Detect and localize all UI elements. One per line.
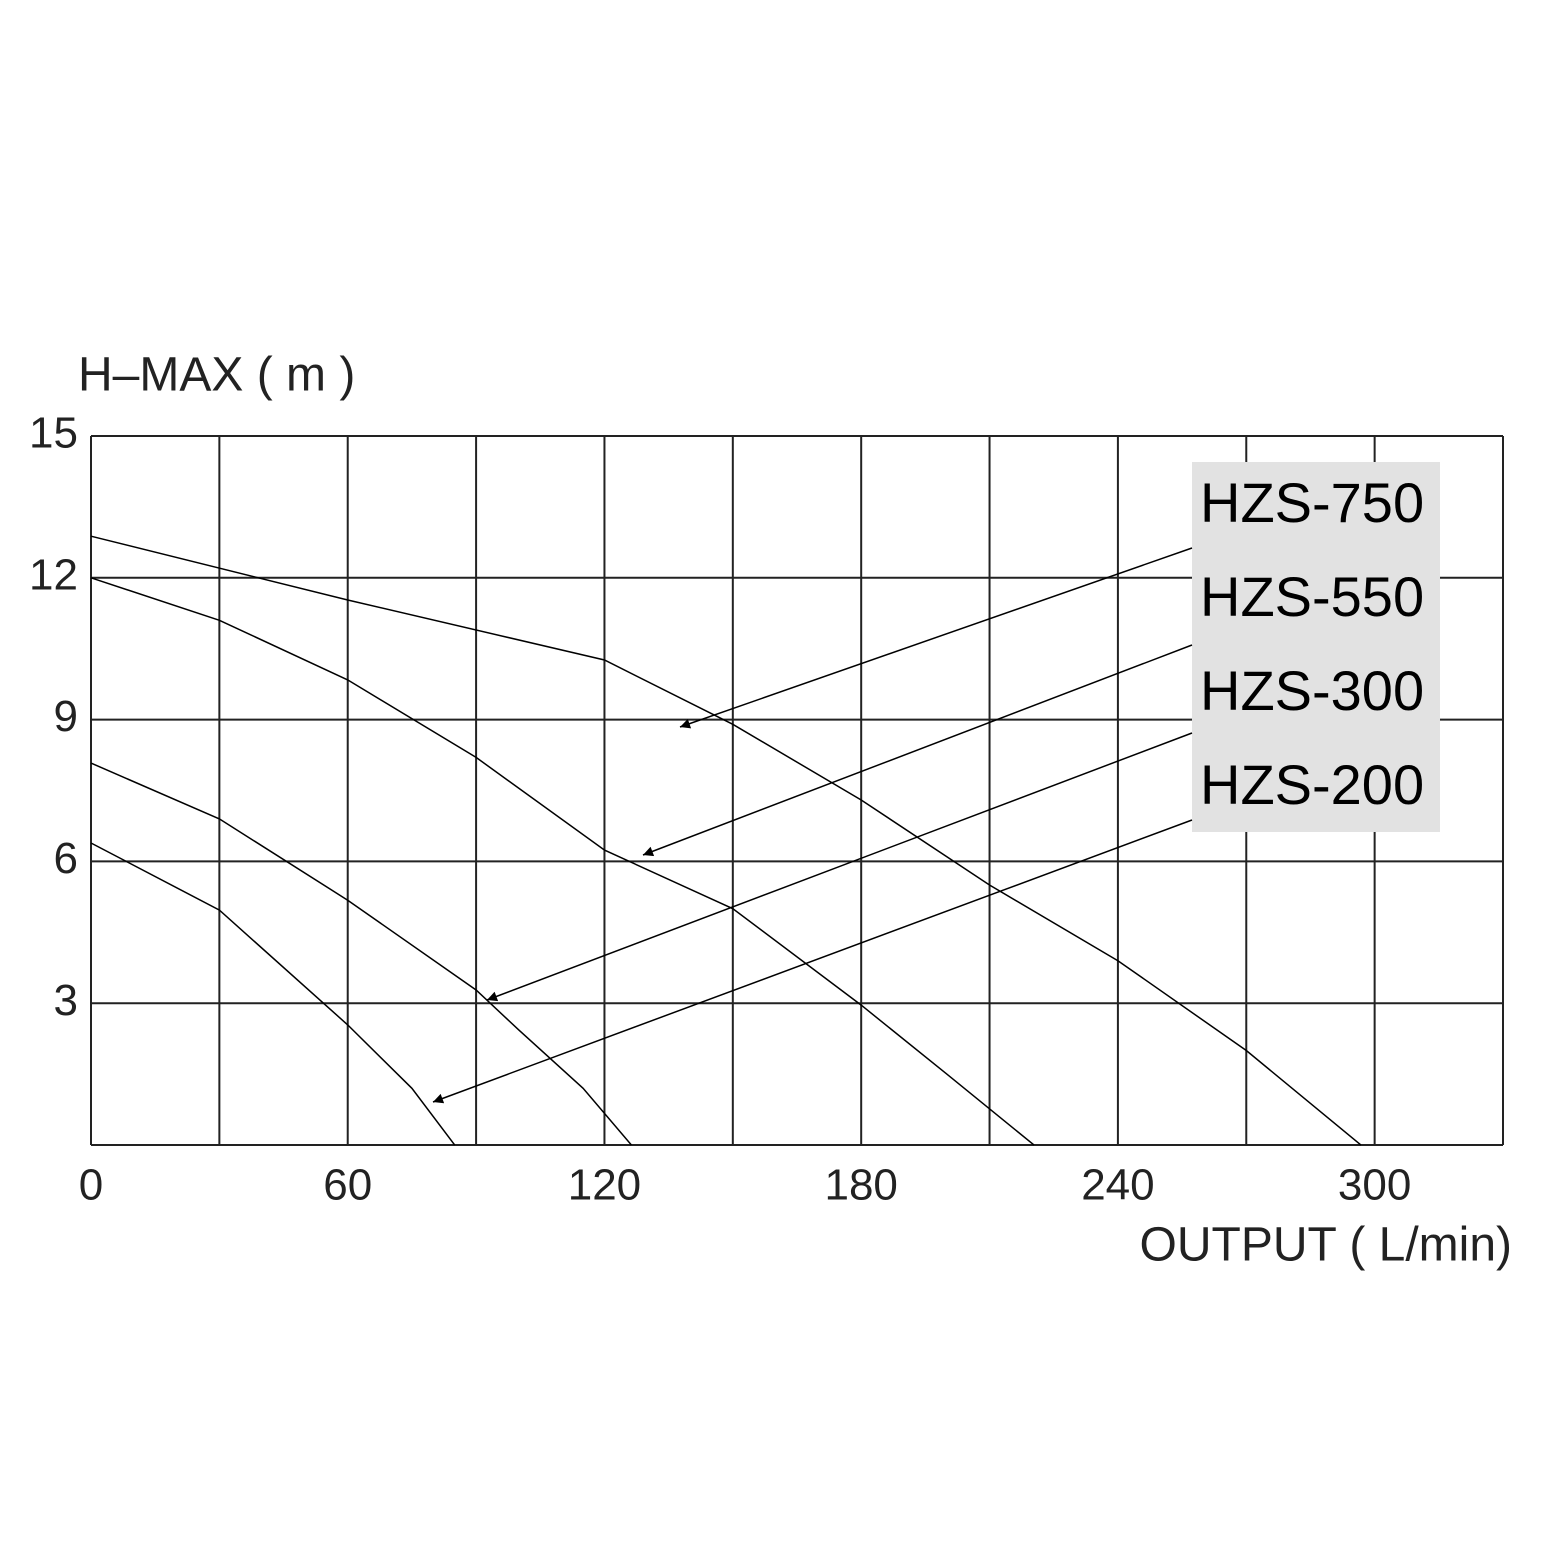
- legend-label: HZS-300: [1200, 659, 1424, 722]
- legend-label: HZS-200: [1200, 753, 1424, 816]
- arrow: [432, 819, 1193, 1104]
- legend-label: HZS-550: [1200, 565, 1424, 628]
- x-tick-label: 0: [79, 1161, 103, 1210]
- y-axis-title: H–MAX ( m ): [78, 349, 355, 402]
- grid: [90, 435, 1504, 1146]
- x-tick-label: 60: [323, 1161, 372, 1210]
- y-tick-label: 9: [54, 692, 78, 741]
- series-line: [90, 762, 632, 1146]
- arrow: [486, 732, 1193, 1002]
- x-tick-label: 180: [824, 1161, 897, 1210]
- series-line: [90, 535, 1362, 1146]
- x-axis-title: OUTPUT ( L/min): [1140, 1219, 1512, 1272]
- legend-box: [1192, 462, 1440, 832]
- legend-label: HZS-750: [1200, 471, 1424, 534]
- y-tick-label: 12: [29, 550, 78, 599]
- y-tick-label: 15: [29, 409, 78, 458]
- arrows: [432, 547, 1193, 1104]
- series-line: [90, 842, 456, 1146]
- series-line: [90, 577, 1035, 1146]
- y-tick-label: 6: [54, 834, 78, 883]
- x-tick-label: 240: [1081, 1161, 1154, 1210]
- x-tick-label: 120: [568, 1161, 641, 1210]
- arrow: [679, 547, 1193, 729]
- arrow: [642, 644, 1193, 857]
- x-tick-label: 300: [1338, 1161, 1411, 1210]
- y-tick-label: 3: [54, 976, 78, 1025]
